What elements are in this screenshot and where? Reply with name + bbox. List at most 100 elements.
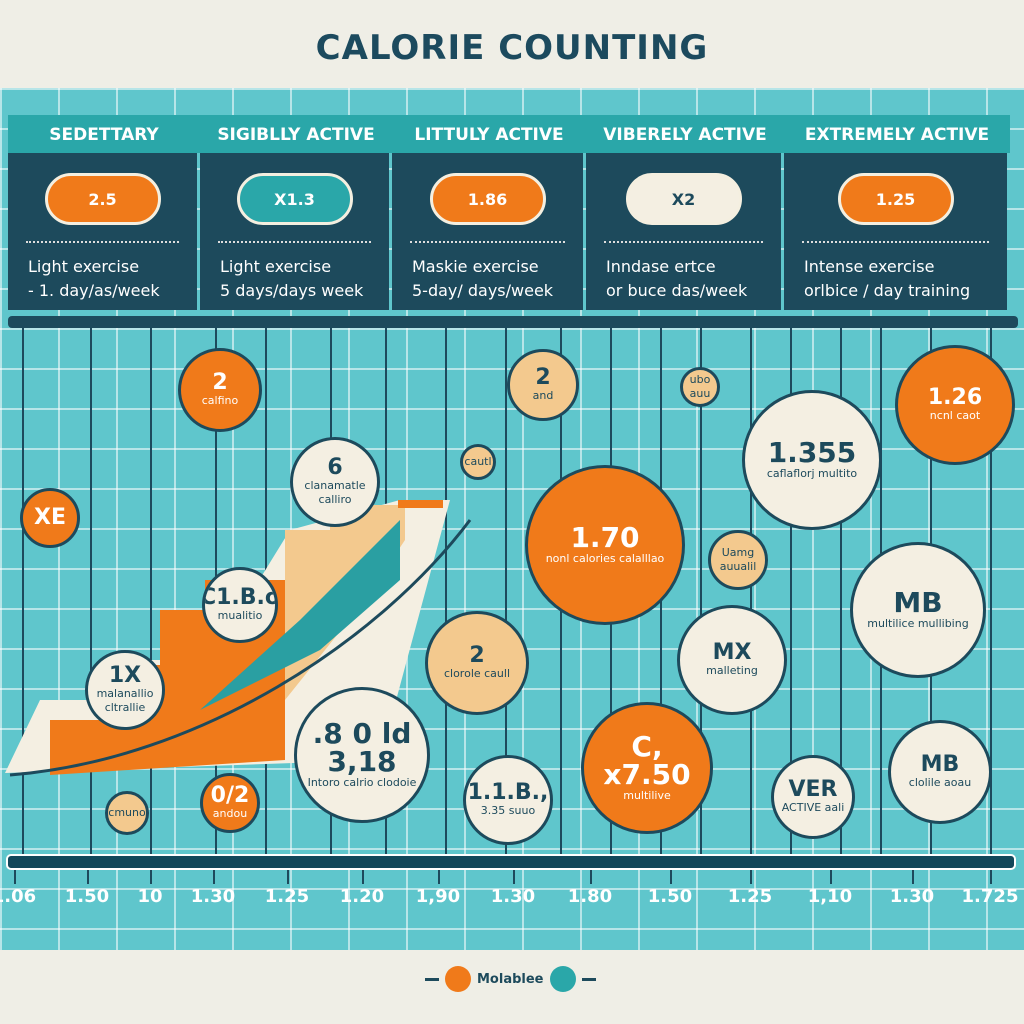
- divider-bar: [8, 316, 1018, 328]
- data-bubble: 1.1.B., 3.35 suuo: [463, 755, 553, 845]
- multiplier-pill: 1.25: [837, 173, 954, 225]
- bubble-value: 2: [212, 370, 228, 395]
- desc-line: Light exercise: [28, 257, 140, 276]
- bubble-label: Intoro calrio clodoie: [307, 776, 417, 789]
- bubble-label: 3.35 suuo: [480, 804, 536, 817]
- page-title: CALORIE COUNTING: [315, 28, 709, 68]
- bubble-value: 2: [535, 365, 551, 390]
- desc-line: or buce das/week: [606, 281, 748, 300]
- bubble-label: clanamatle calliro: [304, 479, 366, 506]
- dotted-divider: [218, 241, 371, 243]
- grid-line: [700, 328, 702, 858]
- x-tick-label: 1.30: [490, 886, 536, 907]
- level-name: EXTREMELY ACTIVE: [804, 125, 990, 145]
- level-name: SIGIBLLY ACTIVE: [217, 125, 375, 145]
- axis-tick: [87, 870, 89, 884]
- dotted-divider: [410, 241, 565, 243]
- multiplier-pill: X2: [625, 173, 742, 225]
- bubble-label: cautl: [464, 455, 492, 468]
- level-body: 1.86 Maskie exercise 5-day/ days/week: [392, 153, 583, 310]
- multiplier-pill: X1.3: [236, 173, 353, 225]
- bubble-value: 6: [327, 455, 343, 480]
- bubble-label: malleting: [706, 664, 758, 677]
- axis-tick: [513, 870, 515, 884]
- bubble-label: clorole caull: [443, 667, 511, 680]
- x-tick-label: 1.06: [0, 886, 37, 907]
- level-name: VIBERELY ACTIVE: [603, 125, 767, 145]
- axis-tick: [287, 870, 289, 884]
- grid-line: [505, 328, 507, 858]
- level-description: Inndase ertce or buce das/week: [606, 255, 773, 303]
- desc-line: 5-day/ days/week: [412, 281, 554, 300]
- x-tick-label: 1.80: [567, 886, 613, 907]
- legend-line: [425, 977, 439, 981]
- bubble-label: malanallio cltrallie: [96, 687, 154, 714]
- data-bubble: C1.B.o mualitio: [202, 567, 278, 643]
- x-axis: [6, 854, 1016, 870]
- bubble-label: nonl calories calalllao: [545, 552, 665, 565]
- data-bubble: MB clolile aoau: [888, 720, 992, 824]
- data-bubble: cmuno: [105, 791, 149, 835]
- data-bubble: 2 and: [507, 349, 579, 421]
- bubble-label: ubo auu: [689, 373, 711, 400]
- grid-line: [840, 328, 842, 858]
- x-tick-label: 1.725: [961, 886, 1019, 907]
- multiplier-pill: 1.86: [429, 173, 546, 225]
- data-bubble: MB multilice mullibing: [850, 542, 986, 678]
- dotted-divider: [26, 241, 179, 243]
- bubble-value: 1.26: [927, 385, 983, 410]
- bubble-label: calfino: [201, 394, 239, 407]
- level-description: Intense exercise orlbice / day training: [804, 255, 999, 303]
- data-bubble: 6 clanamatle calliro: [290, 437, 380, 527]
- bubble-label: ncnl caot: [929, 409, 981, 422]
- bubble-label: andou: [212, 807, 248, 820]
- bubble-value: 1.1.B.,: [467, 780, 549, 805]
- x-tick-label: 1.50: [647, 886, 693, 907]
- data-bubble: 1.355 caflaflorj multito: [742, 390, 882, 530]
- platform: [398, 500, 443, 508]
- bubble-value: C1.B.o: [202, 585, 278, 610]
- x-tick-label: 1.30: [190, 886, 236, 907]
- level-panel: SIGIBLLY ACTIVE X1.3 Light exercise 5 day…: [200, 115, 392, 310]
- legend-orange-dot: [445, 966, 471, 992]
- level-description: Light exercise - 1. day/as/week: [28, 255, 189, 303]
- stair-teal: [200, 520, 400, 710]
- x-tick-label: 1.25: [264, 886, 310, 907]
- level-name: SEDETTARY: [49, 125, 159, 145]
- bubble-value: MB: [893, 586, 943, 619]
- bubble-value: MB: [920, 752, 960, 777]
- data-bubble: 1.70 nonl calories calalllao: [525, 465, 685, 625]
- legend: Molablee: [425, 966, 596, 992]
- grid-line: [990, 328, 992, 858]
- desc-line: orlbice / day training: [804, 281, 971, 300]
- data-bubble: 2 calfino: [178, 348, 262, 432]
- x-tick-label: 1.20: [339, 886, 385, 907]
- axis-tick: [750, 870, 752, 884]
- data-bubble: 0/2 andou: [200, 773, 260, 833]
- desc-line: Inndase ertce: [606, 257, 716, 276]
- level-header-band: [8, 115, 1010, 153]
- trend-curve: [9, 519, 472, 777]
- data-bubble: C, x7.50 multilive: [581, 702, 713, 834]
- dotted-divider: [604, 241, 763, 243]
- level-description: Light exercise 5 days/days week: [220, 255, 381, 303]
- axis-tick: [590, 870, 592, 884]
- axis-tick: [438, 870, 440, 884]
- bubble-label: caflaflorj multito: [766, 467, 858, 480]
- bubble-value: MX: [712, 640, 752, 665]
- x-tick-label: 10: [137, 886, 163, 907]
- data-bubble: 1X malanallio cltrallie: [85, 650, 165, 730]
- axis-tick: [14, 870, 16, 884]
- bubble-value: C, x7.50: [603, 730, 691, 791]
- axis-tick: [670, 870, 672, 884]
- bubble-label: multilive: [623, 789, 671, 802]
- bubble-label: multilice mullibing: [867, 617, 969, 630]
- axis-tick: [912, 870, 914, 884]
- grid-line: [750, 328, 752, 858]
- dotted-divider: [802, 241, 989, 243]
- x-tick-label: 1.25: [727, 886, 773, 907]
- x-tick-label: 1,10: [807, 886, 853, 907]
- axis-tick: [150, 870, 152, 884]
- data-bubble: .8 0 ld 3,18 Intoro calrio clodoie: [294, 687, 430, 823]
